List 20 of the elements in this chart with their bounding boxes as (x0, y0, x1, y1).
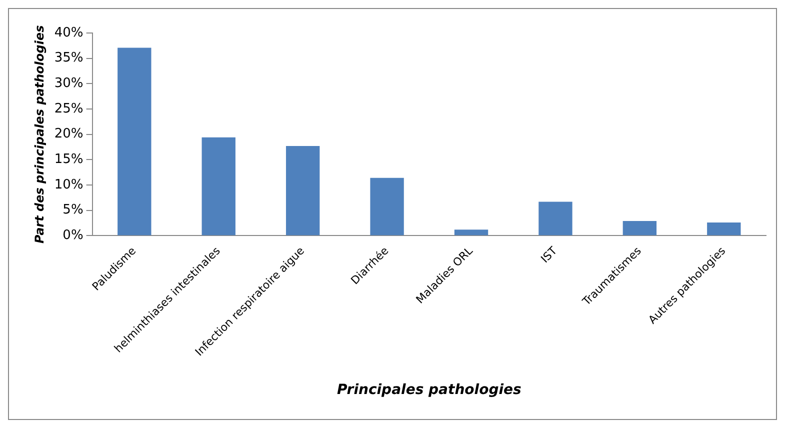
y-tick-label: 40% (54, 25, 84, 40)
bar (622, 221, 657, 236)
bar (286, 146, 320, 236)
bar (118, 48, 152, 236)
y-axis-title: Part des principales pathologies (32, 25, 46, 244)
bar (707, 222, 741, 236)
bar (538, 202, 572, 236)
x-tick-label: IST (538, 244, 560, 266)
y-tick-label: 25% (54, 101, 84, 116)
y-tick-label: 15% (54, 152, 84, 168)
y-tick-label: 35% (54, 50, 84, 66)
y-tick-label: 0% (62, 228, 84, 244)
bar (202, 137, 236, 236)
y-tick-label: 10% (54, 177, 84, 192)
y-tick-label: 20% (54, 126, 84, 142)
y-tick-label: 30% (54, 76, 84, 92)
bar (454, 230, 488, 236)
bar (370, 178, 404, 236)
x-axis-title: Principales pathologies (336, 382, 522, 398)
y-tick-label: 5% (62, 202, 84, 218)
